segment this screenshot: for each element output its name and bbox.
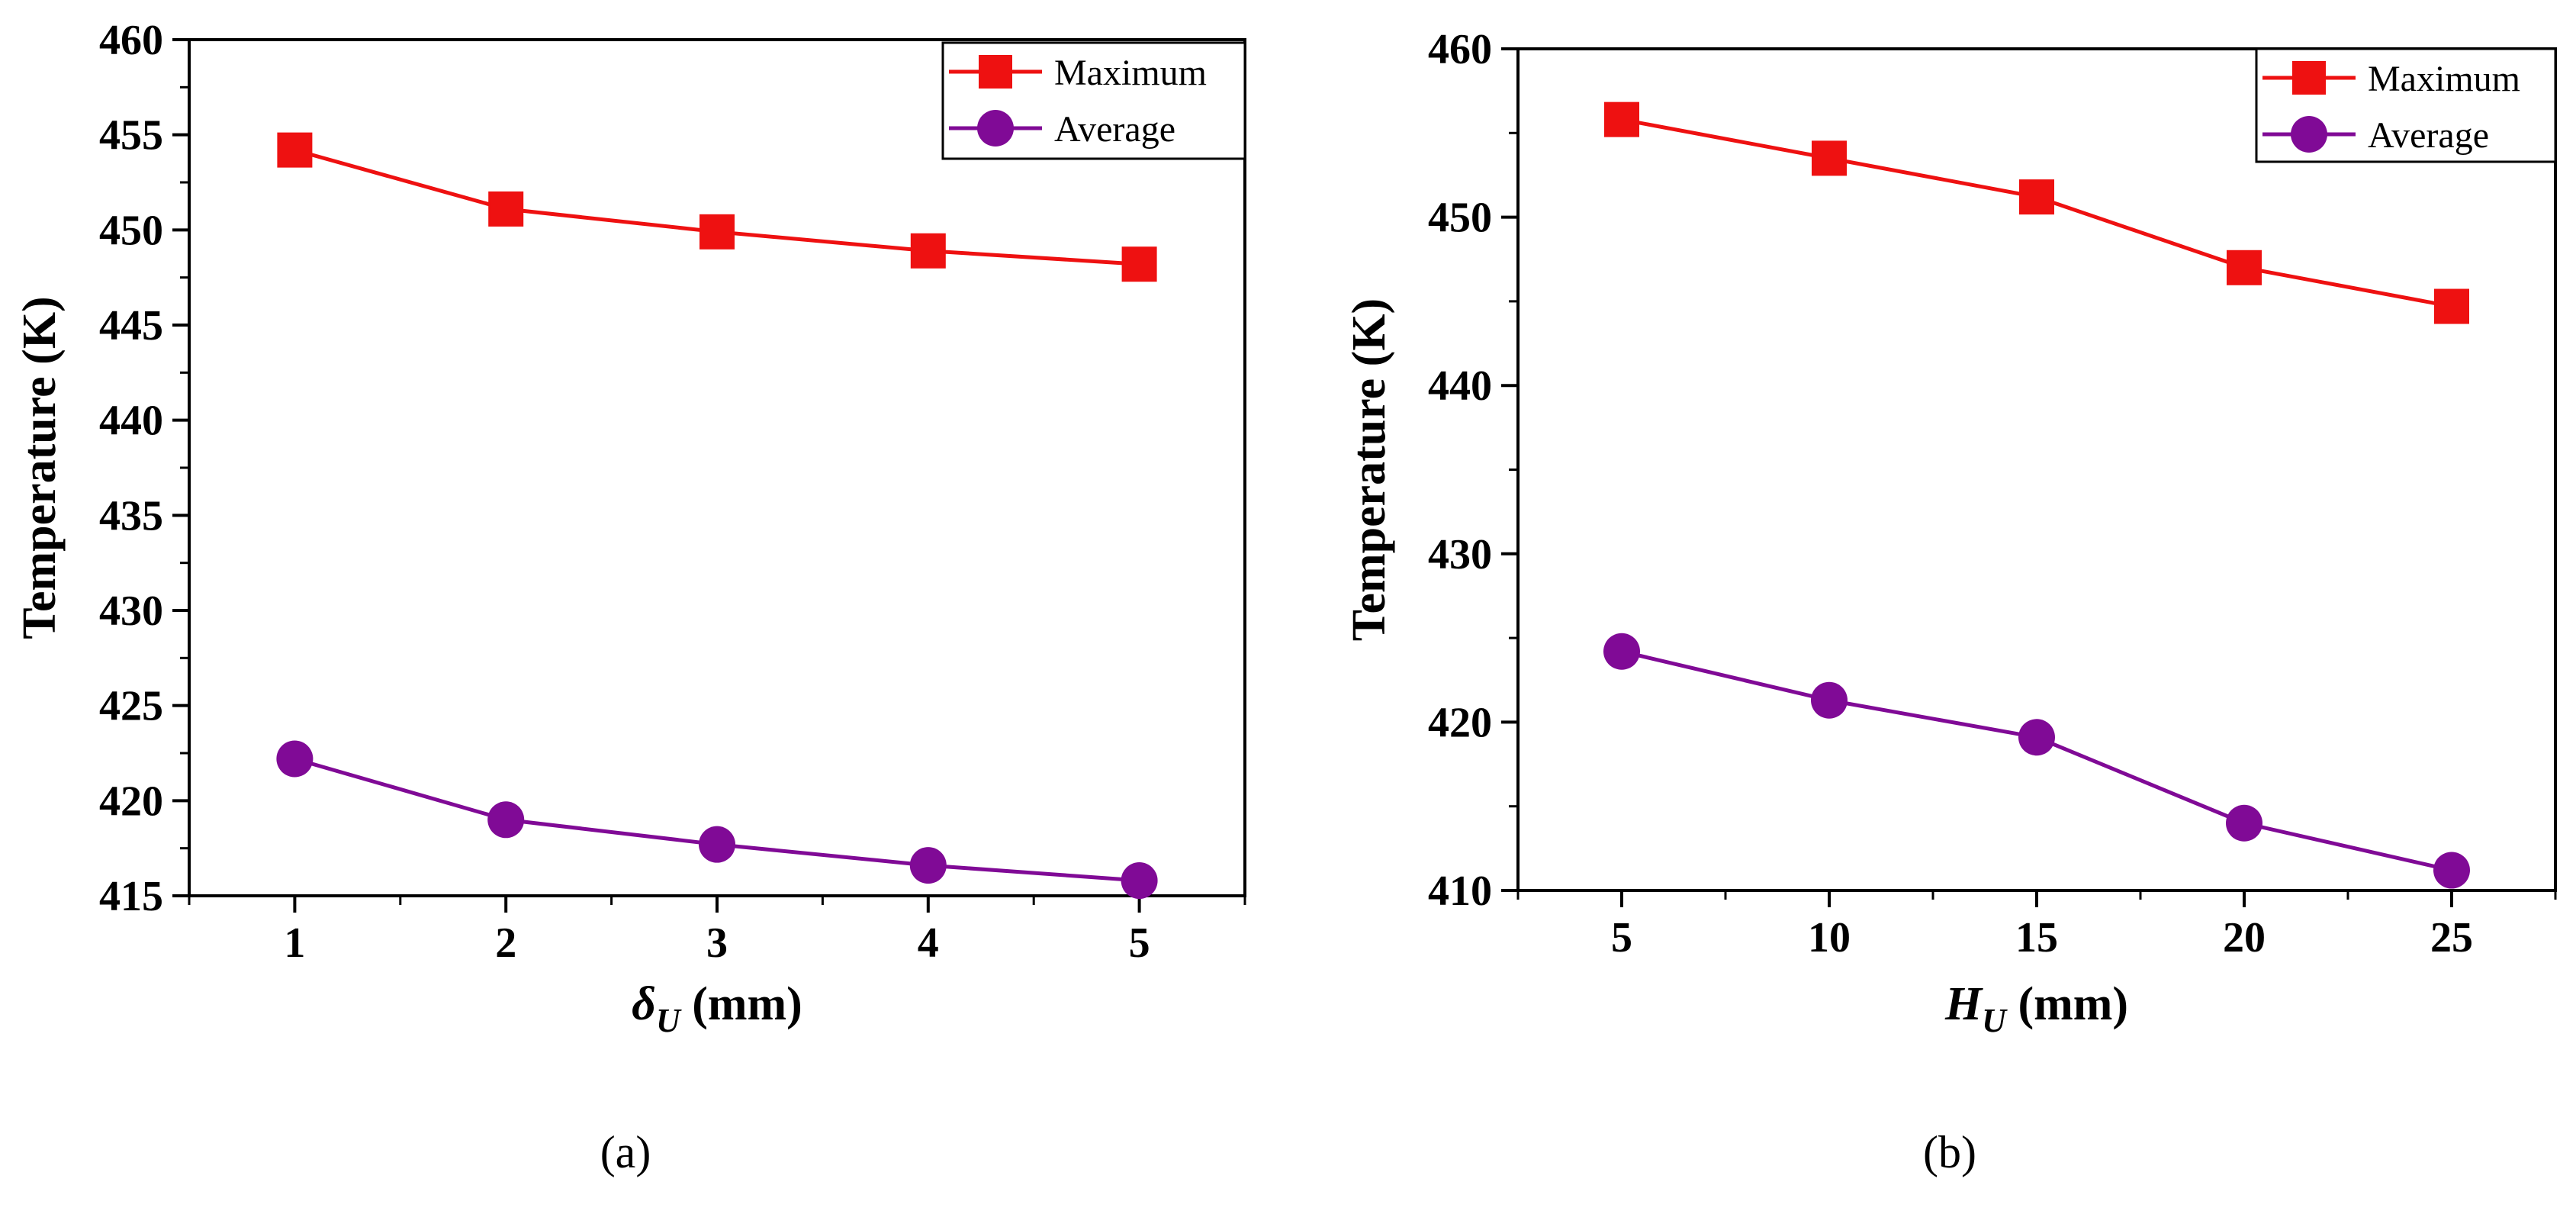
legend: Maximum Average	[2255, 47, 2557, 163]
x-tick-label: 5	[1611, 914, 1632, 961]
legend-label-maximum: Maximum	[1054, 53, 1207, 93]
panel-caption: (b)	[1923, 1127, 1976, 1177]
panel-caption: (a)	[600, 1127, 651, 1177]
x-axis-label: HU (mm)	[1944, 978, 2128, 1039]
x-tick-label: 5	[1129, 919, 1150, 967]
x-tick-label: 1	[284, 919, 305, 967]
y-tick-label: 460	[1428, 26, 1492, 73]
y-tick-label: 410	[1428, 868, 1492, 915]
x-tick-label: 4	[918, 919, 939, 967]
data-point-maximum	[2019, 179, 2054, 215]
x-axis-symbol: H	[1944, 978, 1983, 1030]
data-point-maximum	[277, 132, 313, 168]
data-point-maximum	[910, 233, 946, 269]
data-point-average	[909, 847, 947, 884]
y-tick-label: 415	[99, 873, 163, 920]
chart-panel-b: 410 420 430 440 450 460 5 10 15 20 25 Temperature (…	[1343, 26, 2557, 1177]
data-point-maximum	[1812, 140, 1847, 176]
plot-frame	[1516, 47, 2557, 892]
data-point-maximum	[699, 214, 735, 250]
data-point-average	[1603, 633, 1640, 670]
y-tick-label: 430	[99, 588, 163, 635]
data-point-maximum	[2227, 250, 2262, 285]
x-tick-label: 25	[2430, 914, 2473, 961]
data-point-average	[2433, 852, 2470, 889]
legend-marker-maximum	[979, 55, 1012, 89]
x-axis-subscript: U	[656, 1002, 682, 1039]
x-tick-label: 15	[2015, 914, 2058, 961]
y-tick-label: 450	[99, 207, 163, 254]
y-tick-label: 450	[1428, 195, 1492, 242]
y-axis-label: Temperature (K)	[14, 296, 66, 639]
y-tick-label: 440	[1428, 362, 1492, 410]
data-point-maximum	[2434, 288, 2469, 324]
x-tick-label: 2	[495, 919, 516, 967]
series-line-average	[1621, 649, 2452, 872]
plot-frame	[188, 38, 1246, 897]
y-tick-label: 435	[99, 492, 163, 539]
legend-label-maximum: Maximum	[2368, 59, 2520, 99]
legend-label-average: Average	[1054, 109, 1175, 150]
y-tick-label: 430	[1428, 531, 1492, 578]
y-tick-label: 455	[99, 112, 163, 159]
x-axis-unit: (mm)	[680, 978, 802, 1030]
data-point-average	[1811, 681, 1848, 719]
y-tick-label: 460	[99, 17, 163, 64]
legend-label-average: Average	[2368, 115, 2489, 156]
data-point-average	[487, 801, 525, 839]
x-tick-label: 20	[2223, 914, 2266, 961]
chart-panel-a: 415 420 425 430 435 440 445 450 455 460 1 2 3 4 5 Tempe…	[14, 17, 1246, 1177]
x-axis-subscript: U	[1982, 1002, 2008, 1039]
data-point-average	[2018, 719, 2055, 756]
y-tick-label: 445	[99, 302, 163, 349]
data-point-maximum	[1121, 246, 1157, 282]
y-tick-label: 420	[1428, 699, 1492, 746]
y-tick-label: 440	[99, 398, 163, 445]
data-point-average	[699, 826, 735, 863]
legend-marker-average	[977, 110, 1014, 147]
y-tick-label: 420	[99, 778, 163, 825]
x-axis-label: δU (mm)	[632, 978, 802, 1039]
data-point-average	[276, 740, 314, 778]
legend: Maximum Average	[941, 41, 1246, 160]
y-tick-label: 425	[99, 683, 163, 730]
y-axis-label: Temperature (K)	[1343, 298, 1395, 641]
x-tick-label: 3	[706, 919, 728, 967]
x-axis-symbol: δ	[632, 978, 656, 1030]
data-point-average	[1121, 862, 1158, 900]
data-point-maximum	[1604, 101, 1639, 137]
legend-marker-maximum	[2292, 61, 2326, 95]
data-point-maximum	[488, 191, 524, 227]
x-tick-label: 10	[1808, 914, 1851, 961]
legend-marker-average	[2291, 116, 2327, 153]
x-axis-unit: (mm)	[2006, 978, 2128, 1030]
data-point-average	[2226, 804, 2262, 842]
